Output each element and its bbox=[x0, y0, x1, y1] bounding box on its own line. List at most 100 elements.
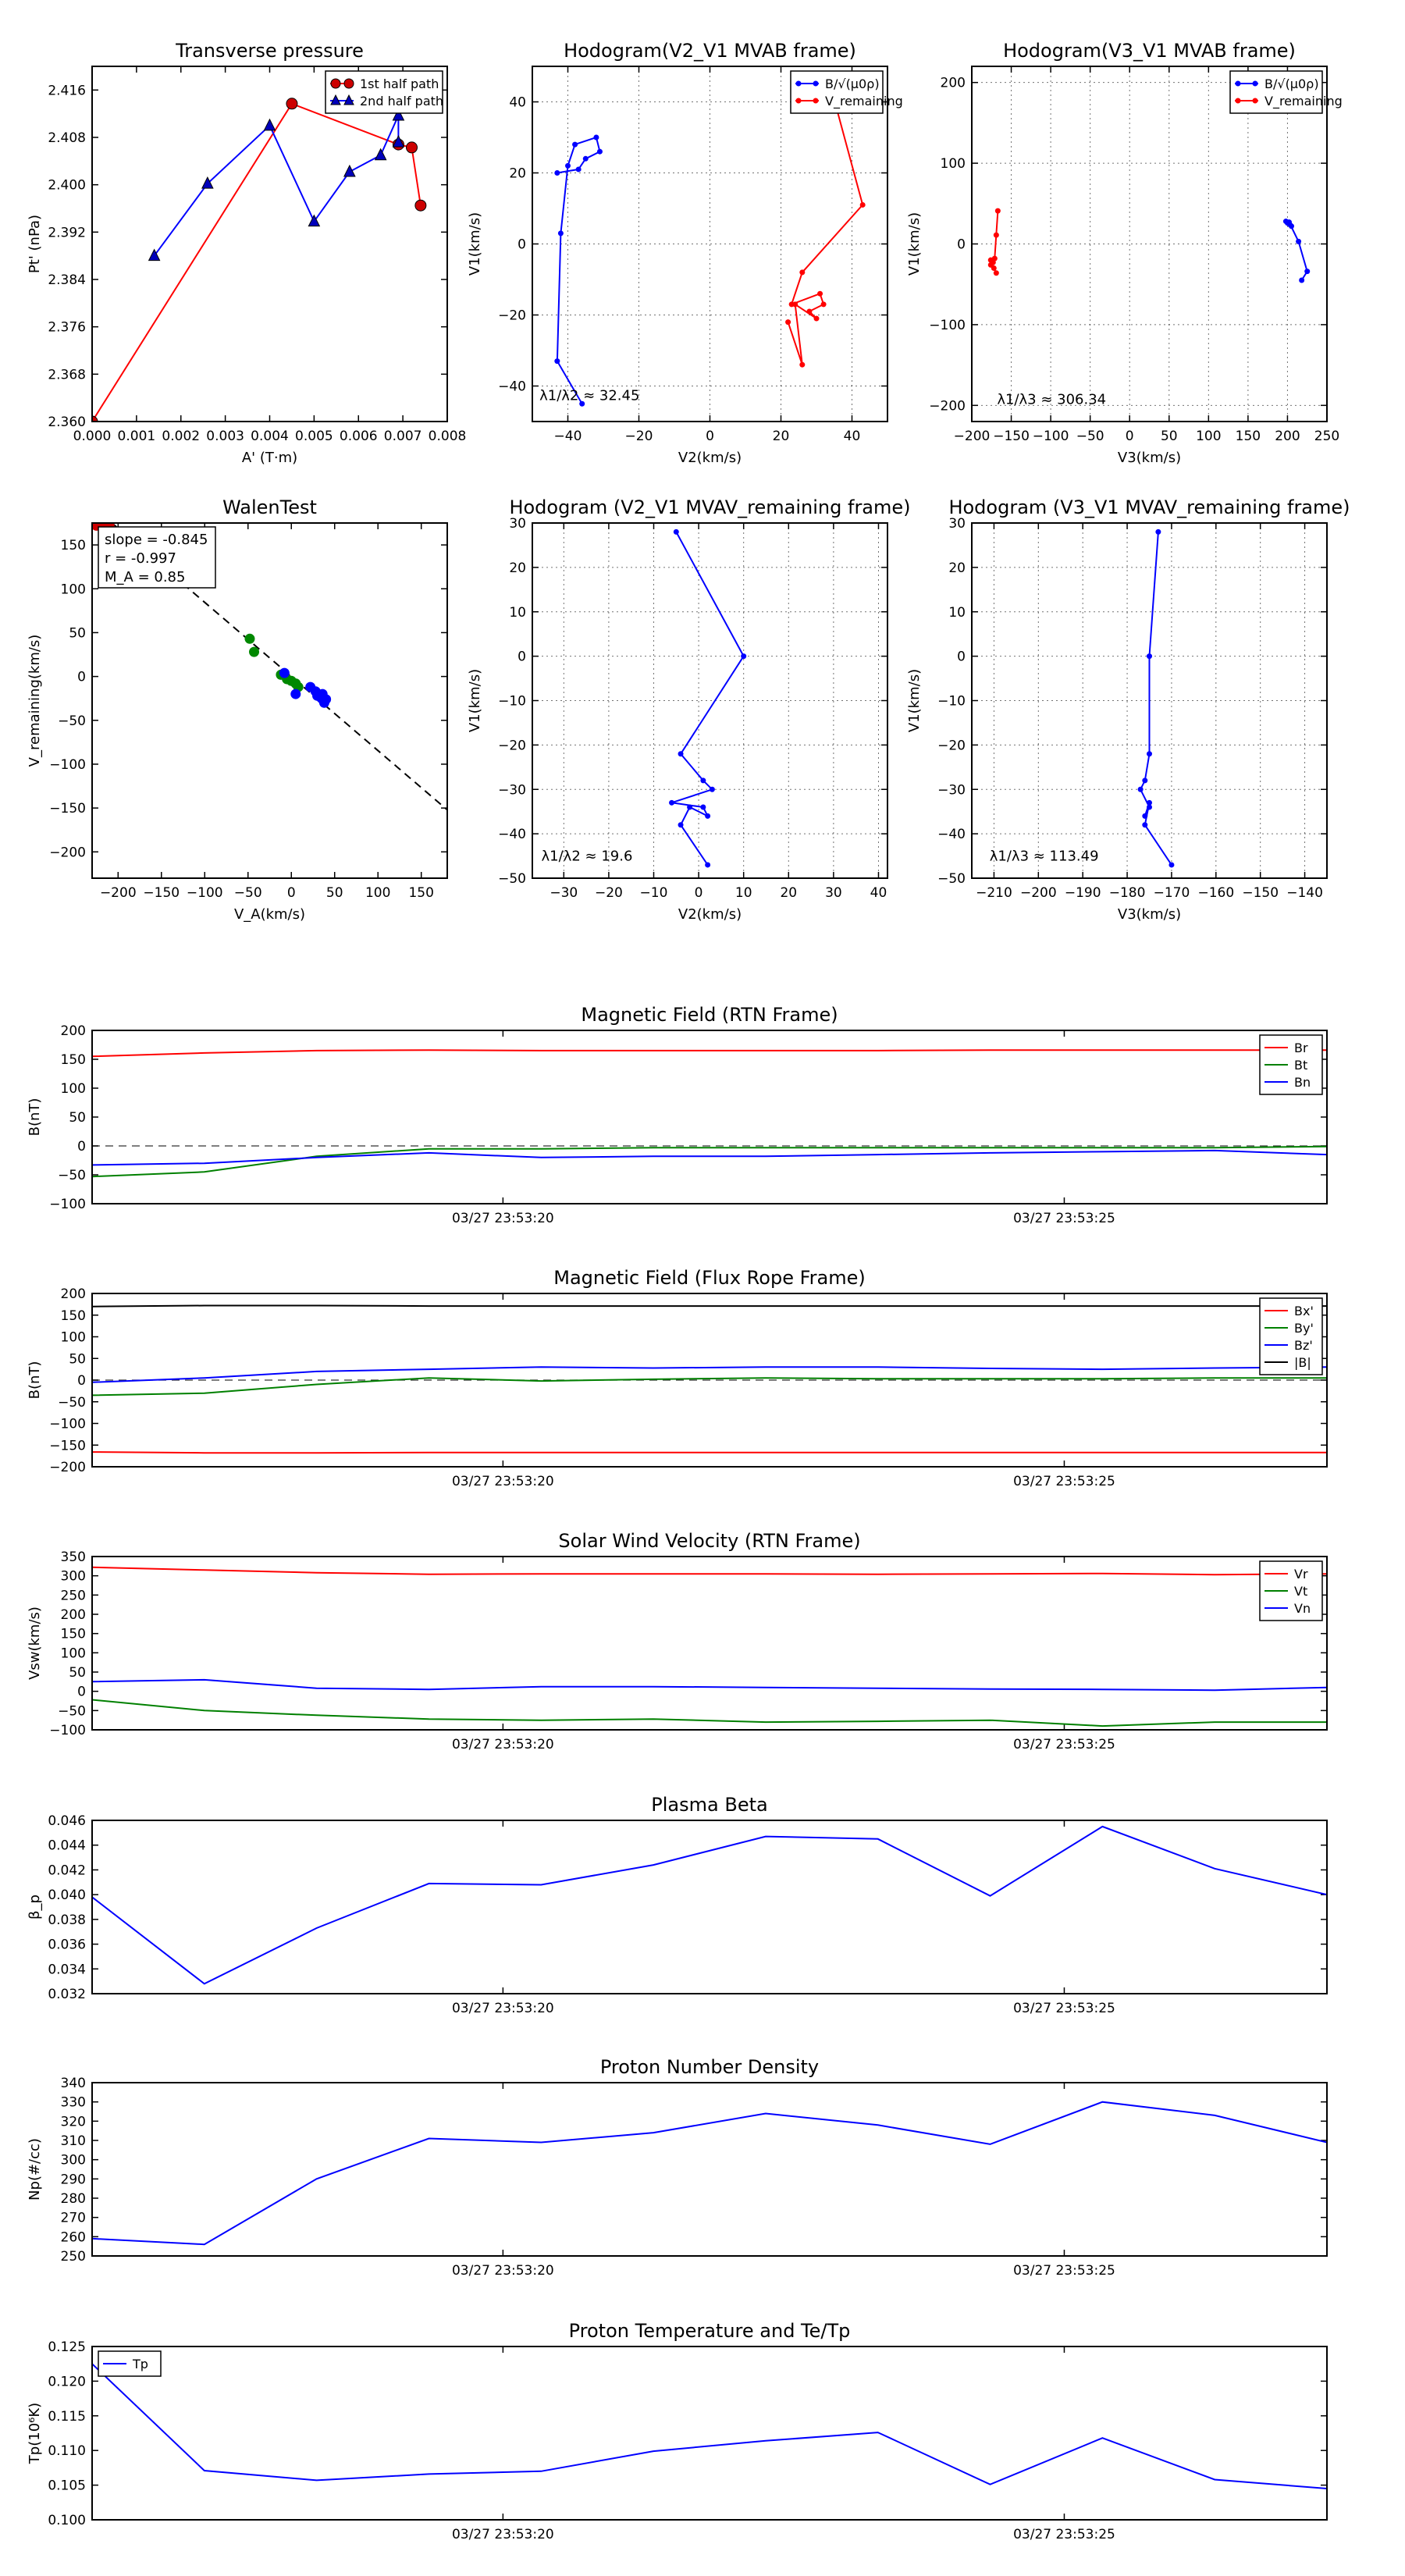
density-series-0-line bbox=[92, 2101, 1327, 2246]
bfield-xtick-label: 03/27 23:53:25 bbox=[1013, 1211, 1115, 1226]
bflux-ytick-label: −200 bbox=[49, 1460, 86, 1475]
hodo2-xtick-label: 0 bbox=[1126, 429, 1134, 444]
temp-ytick-label: 0.110 bbox=[48, 2443, 86, 2459]
vsw-ytick-label: 0 bbox=[77, 1685, 86, 1700]
hodo3-xtick-label: −20 bbox=[595, 885, 623, 901]
hodo3-annotation: λ1/λ2 ≈ 19.6 bbox=[542, 848, 633, 864]
hodo4-ytick-label: −40 bbox=[937, 827, 966, 842]
bfield-ytick-label: −100 bbox=[49, 1197, 86, 1212]
tp-ytick-label: 2.360 bbox=[48, 415, 86, 430]
bflux-ytick-label: −150 bbox=[49, 1438, 86, 1453]
tp-point bbox=[406, 141, 418, 154]
beta-ytick-label: 0.046 bbox=[48, 1813, 86, 1829]
beta-title: Plasma Beta bbox=[651, 1794, 767, 1816]
temp-legend-label: Tp bbox=[132, 2357, 148, 2371]
tp-legend-marker bbox=[343, 78, 354, 89]
vsw-xtick-label: 03/27 23:53:20 bbox=[452, 1737, 554, 1752]
hodo4-point bbox=[1155, 528, 1161, 535]
temp-title: Proton Temperature and Te/Tp bbox=[569, 2320, 851, 2342]
tp-legend-marker bbox=[343, 94, 354, 105]
hodo2-xtick-label: −150 bbox=[993, 429, 1030, 444]
walen-stats-line: slope = -0.845 bbox=[105, 532, 208, 548]
hodo2-ylabel: V1(km/s) bbox=[906, 212, 923, 276]
tp-point bbox=[286, 98, 298, 110]
hodo4-ytick-label: 30 bbox=[948, 516, 966, 532]
vsw-ytick-label: 350 bbox=[61, 1550, 86, 1565]
bflux-legend-label: Bz' bbox=[1294, 1338, 1313, 1353]
hodo1-point bbox=[554, 358, 560, 365]
tp-legend-marker bbox=[330, 94, 341, 105]
hodo4-ytick-label: −20 bbox=[937, 738, 966, 753]
hodo4-ytick-label: −10 bbox=[937, 694, 966, 710]
hodo3-frame bbox=[532, 522, 888, 879]
tp-ytick-label: 2.376 bbox=[48, 320, 86, 336]
bfield-frame bbox=[91, 1030, 1328, 1204]
beta-ytick-label: 0.044 bbox=[48, 1838, 86, 1854]
beta-series-0-line bbox=[92, 1825, 1327, 1985]
bfield-ytick-label: 200 bbox=[61, 1023, 86, 1039]
tp-xtick-label: 0.001 bbox=[118, 429, 156, 444]
walen-point bbox=[317, 688, 328, 699]
hodo1-legend-marker bbox=[795, 80, 802, 87]
tp-legend-marker bbox=[330, 78, 341, 89]
hodo1-ytick-label: 0 bbox=[518, 237, 526, 253]
hodo4-point bbox=[1142, 777, 1148, 784]
temp-ylabel: Tp(10⁶K) bbox=[27, 2403, 43, 2464]
vsw-ytick-label: 300 bbox=[61, 1569, 86, 1585]
walen-xtick-label: −50 bbox=[234, 885, 262, 901]
walen-xtick-label: 100 bbox=[365, 885, 390, 901]
hodo2-data bbox=[987, 208, 1311, 283]
hodo1-point bbox=[785, 319, 791, 326]
hodo2-point bbox=[1296, 238, 1302, 244]
density-ytick-label: 260 bbox=[61, 2229, 86, 2245]
tp-xtick-label: 0.003 bbox=[206, 429, 244, 444]
hodo3-xlabel: V2(km/s) bbox=[678, 906, 742, 923]
hodo3-point bbox=[669, 799, 675, 806]
hodo4-xtick-label: −150 bbox=[1242, 885, 1279, 901]
hodo1-point bbox=[575, 166, 582, 173]
tp-point bbox=[374, 148, 387, 161]
hodo2-xtick-label: 50 bbox=[1161, 429, 1178, 444]
hodo1-point bbox=[565, 162, 571, 169]
walen-frame bbox=[91, 522, 448, 879]
hodo1-legend-label: V_remaining bbox=[825, 94, 903, 109]
density-ytick-label: 290 bbox=[61, 2172, 86, 2187]
beta-chart: Plasma Beta 03/27 23:53:20 03/27 23:53:25 0… bbox=[27, 1794, 1328, 2016]
tp-xtick-label: 0.005 bbox=[295, 429, 333, 444]
hodo2-xtick-label: 150 bbox=[1236, 429, 1261, 444]
beta-ytick-label: 0.032 bbox=[48, 1987, 86, 2002]
walen-ytick-label: −150 bbox=[49, 801, 86, 817]
vsw-ytick-label: 50 bbox=[69, 1665, 86, 1681]
hodo1-ytick-label: −20 bbox=[498, 308, 526, 324]
beta-ylabel: β_p bbox=[27, 1895, 43, 1920]
bfield-series-0-line bbox=[92, 1049, 1327, 1058]
bflux-ytick-label: 150 bbox=[61, 1308, 86, 1324]
bflux-ytick-label: −50 bbox=[58, 1395, 86, 1411]
hodo4-ytick-label: −50 bbox=[937, 871, 966, 887]
hodo3-ytick-label: 0 bbox=[518, 649, 526, 665]
walen-point bbox=[279, 667, 290, 678]
hodo2-series-0-line bbox=[1285, 220, 1308, 281]
bfield-legend-label: Bt bbox=[1294, 1058, 1307, 1073]
tp-point bbox=[392, 108, 405, 121]
tp-xtick-label: 0.002 bbox=[162, 429, 200, 444]
walen-ytick-label: −100 bbox=[49, 757, 86, 773]
beta-ytick-label: 0.038 bbox=[48, 1912, 86, 1928]
hodo3-point bbox=[700, 777, 706, 784]
hodo2-legend-marker bbox=[1235, 98, 1241, 104]
tp-ytick-label: 2.416 bbox=[48, 83, 86, 98]
beta-ytick-label: 0.036 bbox=[48, 1937, 86, 1953]
hodo3-xtick-label: 0 bbox=[695, 885, 703, 901]
walen-xtick-label: 150 bbox=[408, 885, 433, 901]
density-xtick-label: 03/27 23:53:25 bbox=[1013, 2263, 1115, 2279]
vsw-ytick-label: 250 bbox=[61, 1588, 86, 1603]
hodo2-chart: Hodogram(V3_V1 MVAB frame)−200 −150 −100 −5… bbox=[906, 40, 1343, 466]
bflux-data bbox=[92, 1304, 1327, 1454]
hodo4-ylabel: V1(km/s) bbox=[906, 669, 923, 732]
vsw-legend-label: Vt bbox=[1294, 1584, 1307, 1599]
hodo2-point bbox=[993, 270, 999, 276]
bflux-series-2-line bbox=[92, 1366, 1327, 1383]
hodo4-point bbox=[1147, 653, 1152, 660]
hodo2-ytick-label: 200 bbox=[941, 76, 966, 91]
